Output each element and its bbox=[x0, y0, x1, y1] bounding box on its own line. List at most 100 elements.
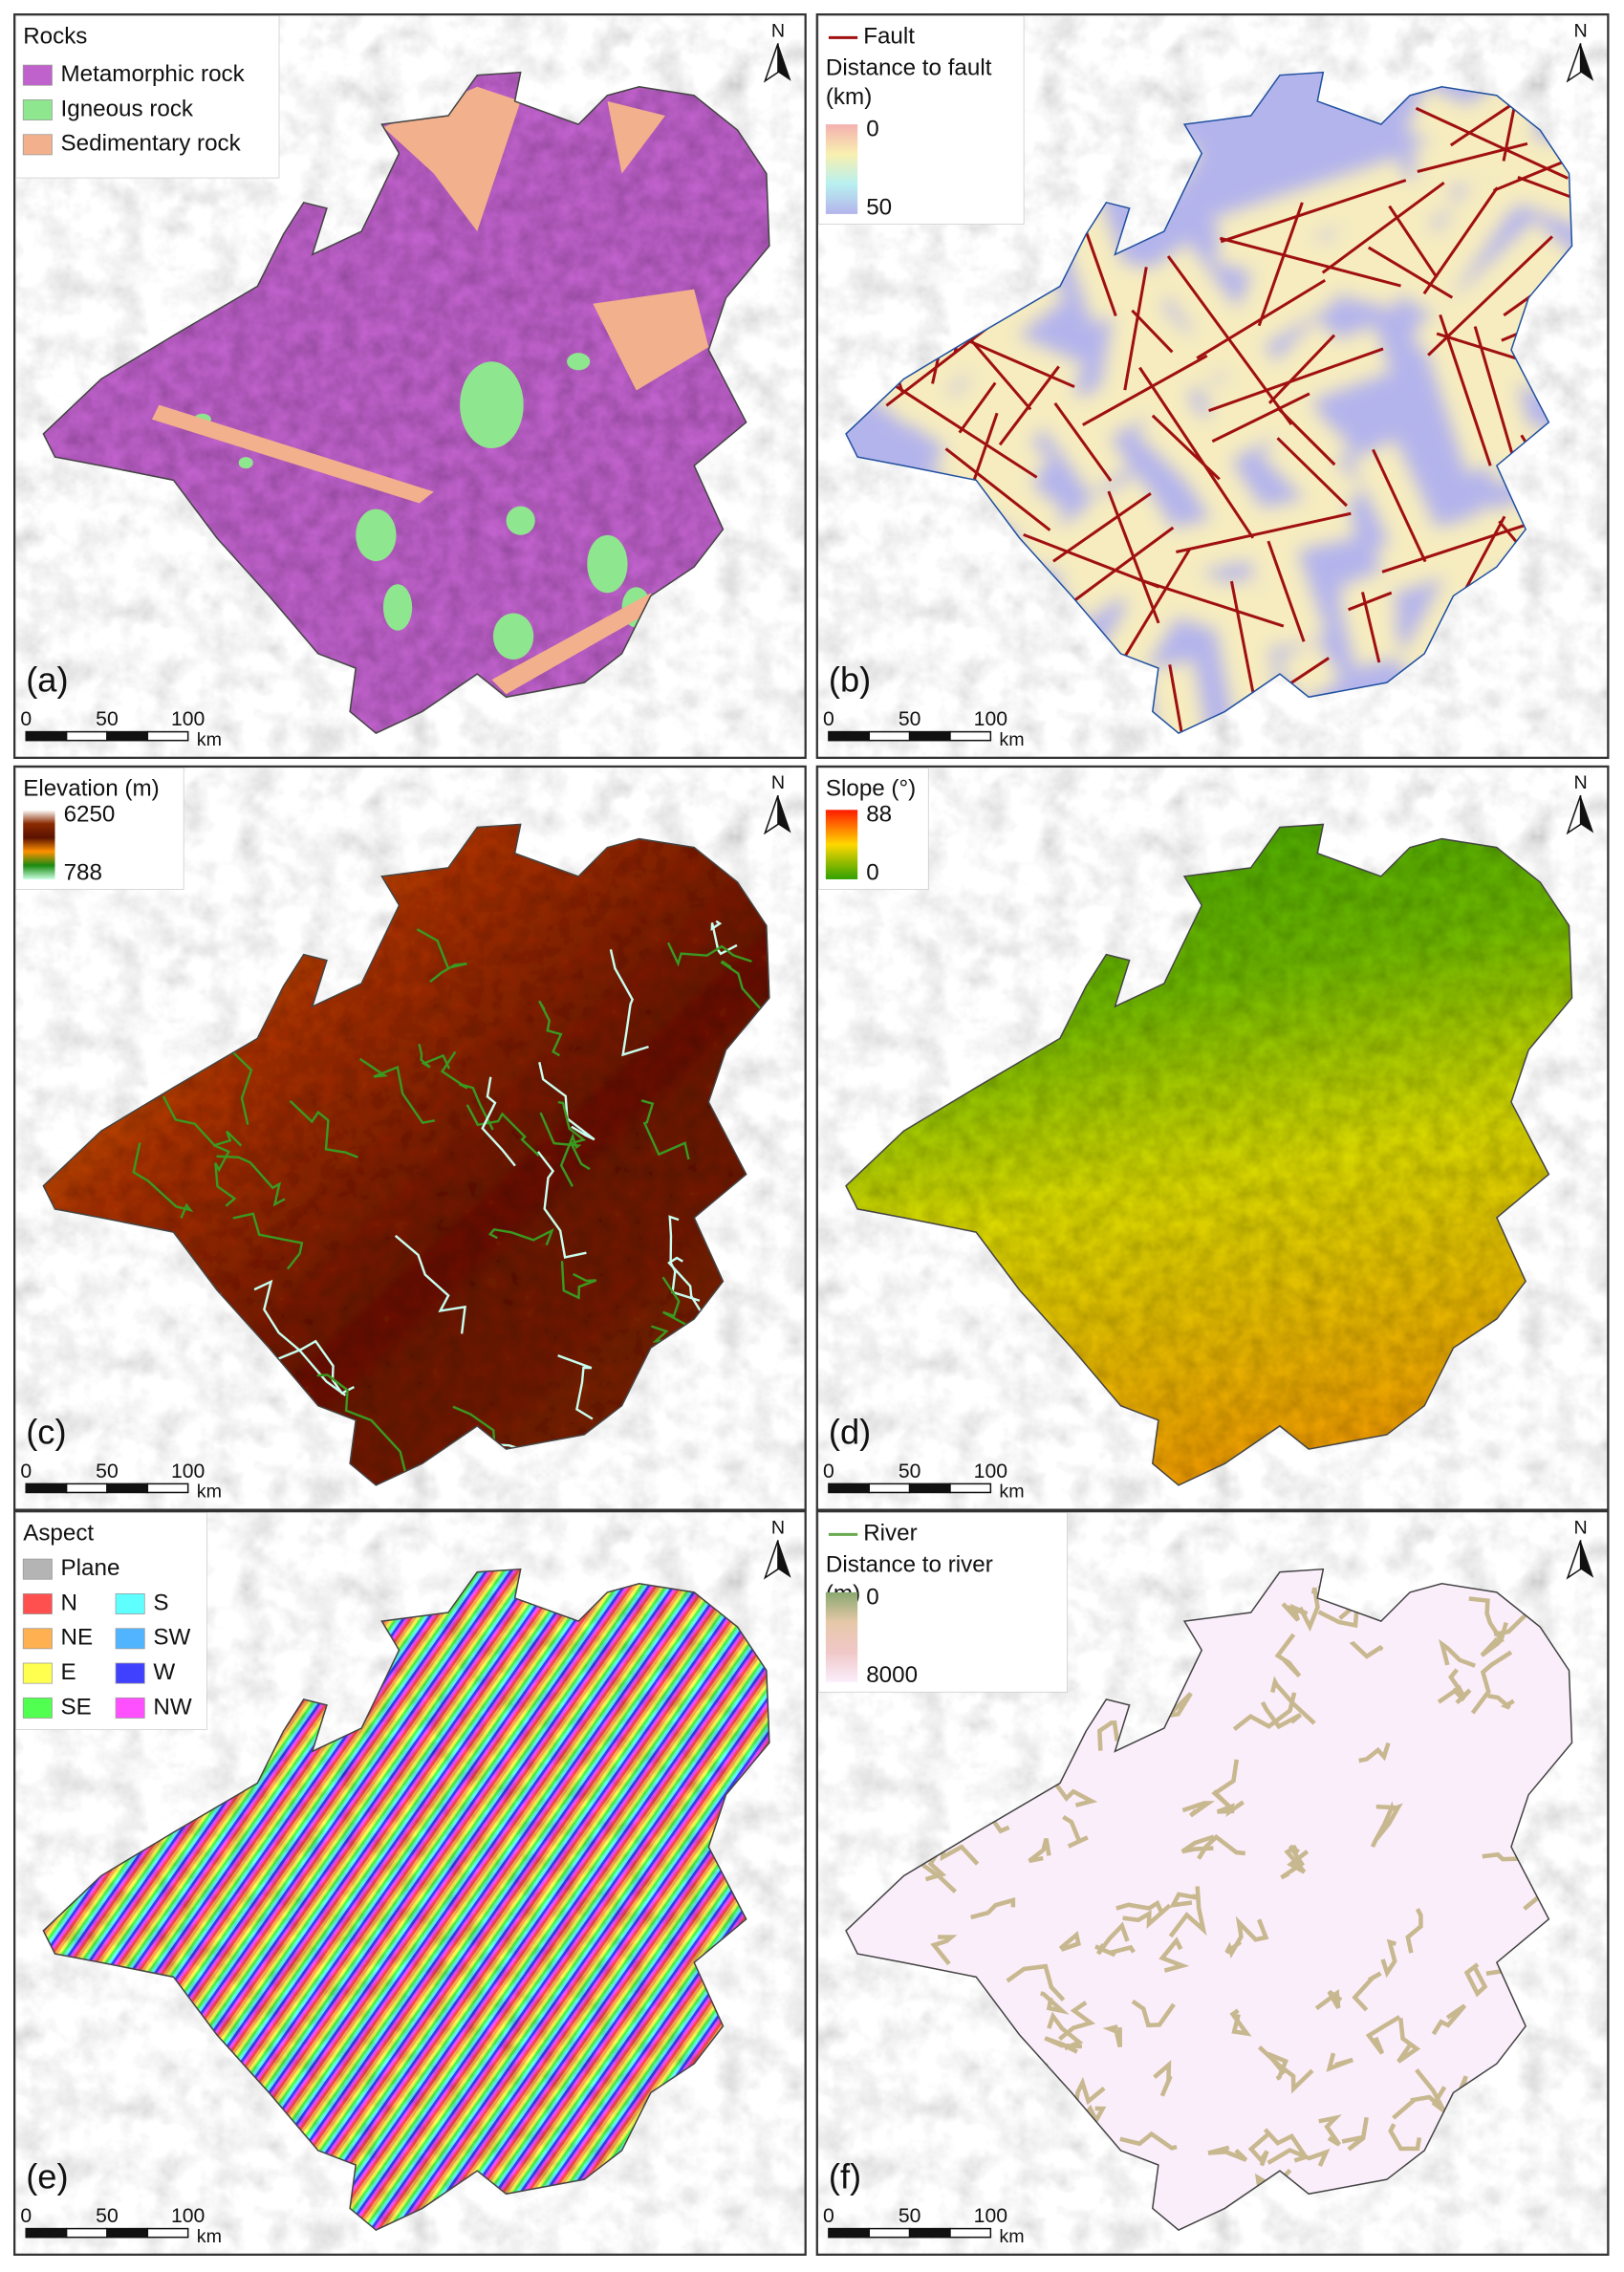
fault-line bbox=[1220, 179, 1407, 244]
legend-swatch bbox=[115, 1628, 145, 1650]
river-buffer bbox=[1341, 2116, 1369, 2152]
river-buffer bbox=[1168, 1886, 1207, 1938]
scale-segment bbox=[868, 1482, 911, 1494]
river-valley bbox=[289, 1099, 358, 1158]
river-buffer bbox=[970, 1897, 1016, 1920]
north-arrow-half bbox=[763, 794, 779, 835]
river-buffer bbox=[1380, 1938, 1397, 1979]
scale-label: 50 bbox=[899, 1461, 921, 1482]
legend-swatch bbox=[115, 1697, 145, 1719]
fault-line bbox=[1321, 181, 1445, 274]
scale-segment bbox=[828, 1482, 871, 1494]
panel-frame bbox=[815, 12, 1610, 759]
fault-line bbox=[1196, 278, 1326, 360]
scale-label: 100 bbox=[974, 2205, 1007, 2227]
igneous-area bbox=[506, 506, 535, 535]
river-buffer bbox=[1235, 1915, 1269, 1942]
river-valley bbox=[481, 1076, 516, 1167]
river-buffer bbox=[1247, 2132, 1269, 2167]
river-buffer bbox=[1058, 1931, 1081, 1952]
fault-line bbox=[1168, 664, 1203, 734]
scale-unit: km bbox=[197, 1482, 222, 1503]
river-buffer bbox=[1284, 1844, 1310, 1874]
north-arrow bbox=[777, 1540, 791, 1578]
fault-line bbox=[1229, 580, 1273, 734]
river-buffer bbox=[1263, 2128, 1310, 2163]
river-buffer bbox=[1487, 1693, 1515, 1710]
river-buffer bbox=[1006, 1963, 1066, 2002]
panel-frame bbox=[815, 765, 1610, 1511]
river-buffer bbox=[1392, 2094, 1440, 2120]
scale-label: 50 bbox=[899, 2205, 921, 2227]
river-buffer bbox=[1388, 2123, 1422, 2152]
north-label: N bbox=[771, 772, 785, 793]
river-valley bbox=[216, 1155, 286, 1207]
river-buffer bbox=[1350, 1640, 1384, 1659]
scale-label: 100 bbox=[171, 1461, 205, 1482]
scale-label: 50 bbox=[96, 1461, 119, 1482]
colorbar-max: 0 bbox=[866, 117, 878, 142]
legend-label: N bbox=[61, 1590, 77, 1615]
north-arrow bbox=[777, 43, 791, 81]
legend-line-label: Fault bbox=[863, 24, 915, 50]
river-valley bbox=[538, 1000, 563, 1057]
igneous-area bbox=[492, 613, 534, 660]
river-buffer bbox=[1431, 2003, 1467, 2036]
river-buffer bbox=[1280, 1844, 1305, 1880]
river-buffer bbox=[1439, 1638, 1477, 1668]
river-valley bbox=[418, 1043, 451, 1070]
igneous-area bbox=[460, 361, 524, 449]
fault-line bbox=[1138, 366, 1255, 539]
fault-line bbox=[1166, 255, 1293, 425]
scale-segment bbox=[106, 1482, 149, 1494]
legend-line-label: River bbox=[863, 1521, 917, 1547]
legend-label: NW bbox=[153, 1694, 191, 1720]
river-valley bbox=[132, 1142, 194, 1219]
river-buffer bbox=[1352, 1971, 1382, 2012]
igneous-area bbox=[356, 508, 397, 562]
legend-label: NE bbox=[61, 1625, 94, 1651]
scale-label: 0 bbox=[823, 1461, 834, 1482]
legend-swatch bbox=[22, 64, 53, 86]
fault-line bbox=[1107, 490, 1160, 624]
river-buffer bbox=[1096, 1720, 1120, 1751]
river-buffer bbox=[1062, 1814, 1089, 1849]
scale-label: 0 bbox=[20, 708, 32, 730]
colorbar-min: 788 bbox=[64, 859, 102, 885]
fault-line bbox=[1276, 437, 1348, 508]
legend-swatch bbox=[22, 134, 53, 156]
scale-unit: km bbox=[999, 2226, 1024, 2247]
legend-box bbox=[15, 15, 280, 179]
fault-line bbox=[1052, 491, 1152, 563]
fault-line bbox=[1267, 334, 1336, 404]
legend-swatch bbox=[22, 1662, 53, 1684]
legend-label: SE bbox=[61, 1694, 92, 1720]
panel-label: (d) bbox=[829, 1413, 871, 1452]
igneous-area bbox=[567, 353, 591, 371]
north-arrow bbox=[1580, 1540, 1594, 1578]
fault-line bbox=[958, 381, 997, 434]
sedimentary-area bbox=[491, 593, 659, 695]
legend-box bbox=[817, 1512, 1068, 1693]
river-buffer bbox=[1470, 1650, 1513, 1715]
legend-swatch bbox=[22, 1593, 53, 1614]
scale-segment bbox=[106, 2227, 149, 2239]
sedimentary-area bbox=[382, 86, 521, 232]
sedimentary-area bbox=[151, 404, 434, 504]
fault-line bbox=[1082, 354, 1208, 426]
colorbar-min: 50 bbox=[866, 194, 892, 220]
panel-frame bbox=[12, 1510, 807, 2256]
legend-swatch bbox=[22, 99, 53, 120]
river-buffer bbox=[930, 1935, 958, 1966]
legend-title: Slope (°) bbox=[826, 776, 916, 802]
fault-line bbox=[1053, 401, 1113, 483]
scale-segment bbox=[146, 2227, 189, 2239]
river-buffer bbox=[1405, 1908, 1423, 1954]
river-buffer bbox=[1269, 1676, 1316, 1725]
sedimentary-area bbox=[607, 100, 665, 174]
scale-segment bbox=[949, 2227, 992, 2239]
